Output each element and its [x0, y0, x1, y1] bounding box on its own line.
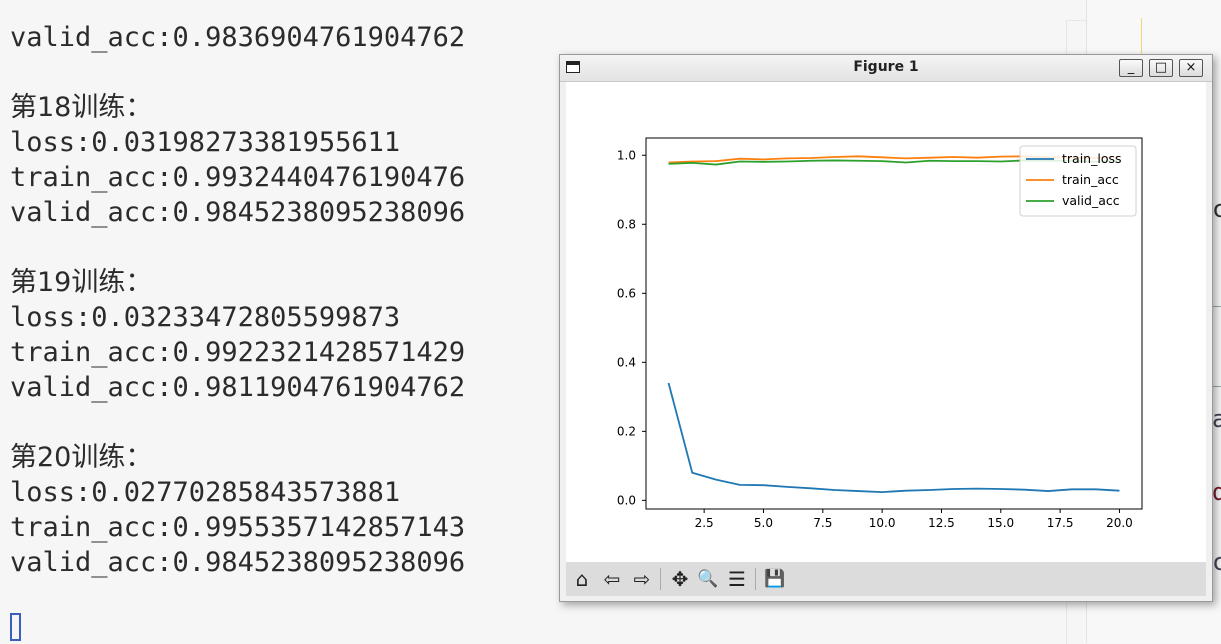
y-tick-label: 0.0: [617, 493, 636, 507]
epoch-header: 第19训练：: [10, 267, 153, 298]
figure-window[interactable]: Figure 1 _ □ × 2.5 5.0 7.5 10.0 12.5 15.0 17.5…: [559, 54, 1213, 602]
x-tick-label: 7.5: [813, 516, 832, 530]
configure-subplots-icon[interactable]: ☰: [728, 567, 746, 591]
editor-text-fragment: c: [1212, 195, 1221, 223]
legend-label: train_loss: [1062, 151, 1122, 166]
navigation-toolbar: ⌂ ⇦ ⇨ ✥ 🔍 ☰ 💾: [566, 562, 1206, 596]
pan-move-icon[interactable]: ✥: [671, 567, 689, 591]
x-tick-label: 17.5: [1047, 516, 1074, 530]
x-tick-label: 2.5: [695, 516, 714, 530]
y-tick-label: 0.6: [617, 286, 636, 300]
console-line: valid_acc:0.9845238095238096: [10, 547, 466, 578]
back-arrow-icon[interactable]: ⇦: [603, 567, 621, 591]
editor-divider: [1212, 306, 1221, 307]
minimize-button[interactable]: _: [1119, 59, 1143, 77]
console-line: loss:0.03233472805599873: [10, 302, 401, 333]
epoch-header: 第18训练：: [10, 92, 153, 123]
maximize-button[interactable]: □: [1149, 59, 1173, 77]
console-line: loss:0.02770285843573881: [10, 477, 401, 508]
toolbar-separator: [755, 568, 756, 590]
y-tick-label: 0.4: [617, 355, 636, 369]
console-line: valid_acc:0.9836904761904762: [10, 22, 466, 53]
editor-divider: [1212, 386, 1221, 387]
line-chart: 2.5 5.0 7.5 10.0 12.5 15.0 17.5 20.0 0.0 0.2 0.4 0.…: [617, 137, 1143, 530]
editor-text-fragment: c: [1212, 548, 1221, 576]
figure-canvas[interactable]: 2.5 5.0 7.5 10.0 12.5 15.0 17.5 20.0 0.0 0.2 0.4 0.…: [566, 82, 1206, 562]
legend-label: valid_acc: [1062, 193, 1120, 208]
zoom-magnifier-icon[interactable]: 🔍: [697, 569, 719, 589]
console-line: train_acc:0.9932440476190476: [10, 162, 466, 193]
editor-text-fragment: d: [1212, 478, 1221, 506]
close-button[interactable]: ×: [1179, 59, 1203, 77]
legend-label: train_acc: [1062, 172, 1119, 187]
console-line: train_acc:0.9955357142857143: [10, 512, 466, 543]
forward-arrow-icon[interactable]: ⇨: [633, 567, 651, 591]
home-icon[interactable]: ⌂: [575, 567, 589, 591]
x-tick-label: 5.0: [754, 516, 773, 530]
editor-text-fragment: a: [1212, 405, 1221, 433]
console-line: valid_acc:0.9845238095238096: [10, 197, 466, 228]
legend-box: [1019, 145, 1137, 217]
console-line: loss:0.03198273381955611: [10, 127, 401, 158]
y-tick-label: 0.2: [617, 424, 636, 438]
window-title: Figure 1: [853, 59, 919, 75]
series-line-train-loss: [667, 382, 1120, 493]
x-tick-label: 12.5: [928, 516, 955, 530]
window-titlebar[interactable]: Figure 1 _ □ ×: [560, 55, 1212, 82]
x-tick-label: 10.0: [869, 516, 896, 530]
epoch-header: 第20训练：: [10, 442, 153, 473]
x-tick-label: 15.0: [987, 516, 1014, 530]
console-line: valid_acc:0.9811904761904762: [10, 372, 466, 403]
y-tick-label: 1.0: [617, 148, 636, 162]
console-line: train_acc:0.9922321428571429: [10, 337, 466, 368]
window-icon: [566, 61, 580, 73]
save-figure-icon[interactable]: 💾: [764, 569, 786, 589]
text-cursor: [10, 613, 21, 641]
y-tick-label: 0.8: [617, 217, 636, 231]
x-tick-label: 20.0: [1106, 516, 1133, 530]
toolbar-separator: [660, 568, 661, 590]
